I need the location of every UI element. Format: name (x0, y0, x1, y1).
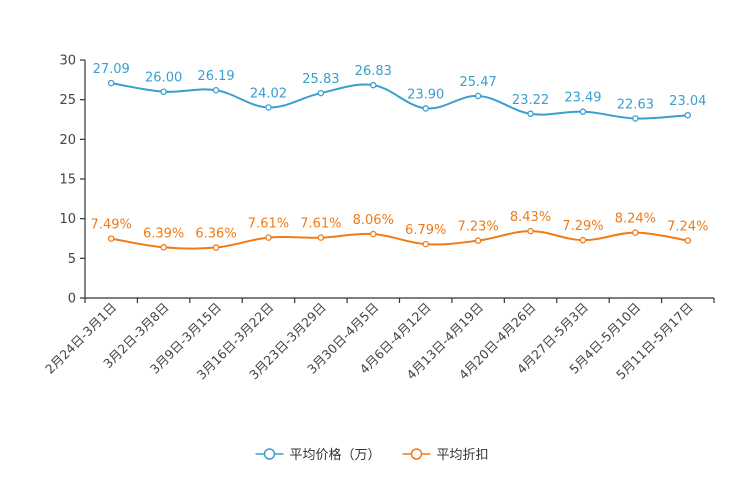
data-label: 23.90 (407, 87, 444, 102)
data-label: 7.23% (457, 220, 498, 235)
y-tick-label: 0 (68, 292, 76, 307)
data-point[interactable] (160, 244, 167, 251)
data-point[interactable] (212, 244, 220, 251)
series-2: 7.49% 6.39% 6.36% 7.61% 7.61% 8.06% 6.79% 7.23%… (91, 210, 708, 251)
series-layer: 27.09 26.00 26.19 24.02 25.83 26.83 23.90 25.47… (91, 62, 708, 251)
series-line (111, 230, 688, 250)
legend-label: 平均折扣 (437, 448, 489, 463)
legend-marker-icon (410, 448, 423, 460)
data-label: 25.47 (460, 75, 497, 90)
data-point[interactable] (632, 115, 639, 122)
data-point[interactable] (527, 227, 534, 235)
data-point[interactable] (422, 105, 429, 112)
data-label: 7.29% (562, 219, 603, 234)
data-point[interactable] (684, 237, 692, 244)
series-1: 27.09 26.00 26.19 24.02 25.83 26.83 23.90 25.47… (93, 62, 706, 122)
y-tick-label: 25 (59, 93, 76, 108)
data-label: 23.04 (669, 94, 706, 109)
data-point[interactable] (370, 230, 377, 238)
data-point[interactable] (632, 229, 639, 236)
legend[interactable]: 平均价格（万） 平均折扣 (255, 447, 489, 463)
y-tick-label: 10 (59, 212, 76, 227)
data-point[interactable] (212, 86, 220, 94)
data-label: 22.63 (617, 97, 654, 112)
data-label: 27.09 (93, 62, 130, 77)
data-label: 7.61% (248, 217, 289, 232)
data-label: 6.36% (195, 227, 236, 242)
data-label: 7.49% (91, 218, 132, 233)
data-label: 23.49 (564, 91, 601, 106)
data-label: 8.06% (353, 213, 394, 228)
data-point[interactable] (370, 81, 377, 89)
data-point[interactable] (474, 92, 482, 100)
legend-label: 平均价格（万） (290, 447, 381, 463)
data-point[interactable] (265, 234, 272, 241)
data-point[interactable] (527, 110, 534, 118)
data-label: 24.02 (250, 86, 287, 101)
legend-item-1[interactable]: 平均价格（万） (255, 447, 381, 463)
data-label: 26.00 (145, 71, 182, 86)
y-tick-label: 5 (68, 252, 76, 267)
data-label: 26.83 (355, 64, 392, 79)
data-point[interactable] (684, 111, 692, 119)
data-label: 25.83 (302, 72, 339, 87)
data-label: 8.43% (510, 210, 551, 225)
data-label: 6.39% (143, 226, 184, 241)
y-tick-label: 15 (59, 173, 76, 188)
data-label: 26.19 (197, 69, 234, 84)
data-label: 23.22 (512, 93, 549, 108)
data-label: 7.24% (667, 220, 708, 235)
data-point[interactable] (265, 104, 272, 111)
data-point[interactable] (579, 108, 587, 115)
data-label: 8.24% (615, 212, 656, 227)
data-point[interactable] (160, 88, 167, 95)
data-point[interactable] (107, 235, 115, 242)
data-label: 6.79% (405, 223, 446, 238)
data-point[interactable] (474, 237, 482, 244)
data-label: 7.61% (300, 217, 341, 232)
legend-item-2[interactable]: 平均折扣 (402, 448, 489, 463)
data-point[interactable] (422, 240, 429, 248)
y-tick-label: 20 (59, 133, 76, 148)
data-point[interactable] (107, 79, 115, 87)
legend-marker-icon (263, 448, 276, 460)
data-point[interactable] (317, 234, 325, 241)
y-tick-label: 30 (59, 54, 76, 69)
series-line (111, 82, 688, 120)
data-point[interactable] (317, 89, 325, 97)
data-point[interactable] (579, 236, 587, 244)
